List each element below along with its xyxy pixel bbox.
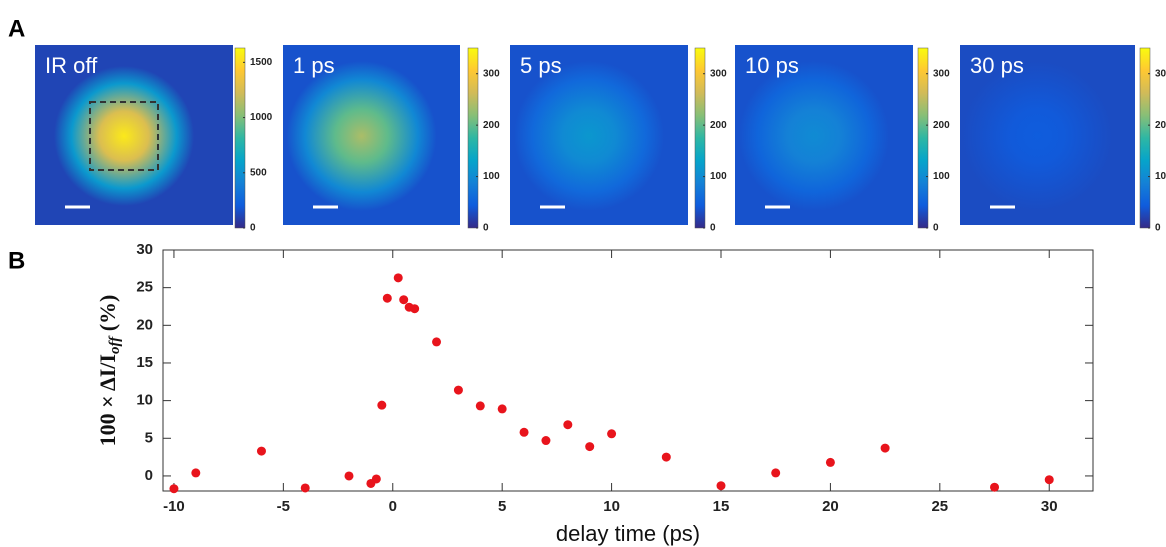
data-point: [661, 452, 671, 462]
colorbar: [917, 47, 929, 229]
x-tick-label: 25: [931, 498, 948, 515]
y-tick-label: 10: [136, 392, 153, 409]
colorbar: [467, 47, 479, 229]
y-axis-label-part: 100 × ΔI/I: [95, 354, 120, 446]
data-point: [519, 427, 529, 437]
y-tick-label: 15: [136, 354, 153, 371]
colorbar-tick-label: 0: [250, 223, 256, 234]
x-tick-label: 15: [713, 498, 730, 515]
y-tick-label: 0: [145, 467, 153, 484]
roi-box: [89, 101, 159, 171]
heatmap-spot: [962, 61, 1113, 211]
data-point: [256, 446, 266, 456]
image-title: 10 ps: [745, 53, 799, 78]
image-title: 30 ps: [970, 53, 1024, 78]
data-point: [497, 404, 507, 414]
heatmap-spot: [514, 61, 664, 211]
y-tick-label: 25: [136, 279, 153, 296]
data-point: [377, 400, 387, 410]
panel-label: B: [8, 247, 25, 274]
colorbar: [1139, 47, 1151, 229]
colorbar-tick-label: 200: [483, 120, 500, 131]
x-tick-label: -5: [277, 498, 290, 515]
colorbar-tick-label: 1500: [250, 57, 273, 68]
colorbar-tick-label: 100: [933, 171, 950, 182]
y-tick-label: 30: [136, 241, 153, 258]
data-point: [475, 401, 485, 411]
data-point: [399, 295, 409, 305]
x-tick-label: 0: [389, 498, 397, 515]
x-axis-label: delay time (ps): [556, 521, 700, 546]
colorbar-tick-label: 1000: [250, 112, 273, 123]
data-point: [393, 273, 403, 283]
colorbar-tick-label: 0: [710, 223, 716, 234]
y-tick-label: 20: [136, 316, 153, 333]
data-point: [169, 484, 179, 494]
x-tick-label: 10: [603, 498, 620, 515]
y-axis-label: 100 × ΔI/Ioff (%): [95, 295, 123, 447]
data-point: [541, 436, 551, 446]
data-point: [563, 420, 573, 430]
colorbar: [234, 47, 246, 229]
image-title: 1 ps: [293, 53, 335, 78]
y-tick-label: 5: [145, 429, 153, 446]
colorbar-tick-label: 500: [250, 167, 267, 178]
data-point: [410, 304, 420, 314]
heatmap-spot: [286, 61, 437, 211]
colorbar-tick-label: 0: [933, 223, 939, 234]
data-point: [344, 471, 354, 481]
data-point: [880, 443, 890, 453]
data-point: [716, 481, 726, 491]
x-tick-label: 5: [498, 498, 506, 515]
data-point: [300, 483, 310, 493]
colorbar: [694, 47, 706, 229]
colorbar-tick-label: 0: [1155, 223, 1161, 234]
data-point: [771, 468, 781, 478]
colorbar-tick-label: 300: [710, 68, 727, 79]
data-point: [990, 482, 1000, 492]
y-axis-label-part: (%): [95, 295, 120, 337]
data-point: [382, 293, 392, 303]
data-point: [191, 468, 201, 478]
image-title: 5 ps: [520, 53, 562, 78]
colorbar-tick-label: 200: [933, 120, 950, 131]
colorbar-tick-label: 200: [1155, 120, 1166, 131]
heatmap-spot: [54, 66, 194, 206]
colorbar-tick-label: 300: [933, 68, 950, 79]
data-point: [432, 337, 442, 347]
colorbar-tick-label: 100: [1155, 171, 1166, 182]
colorbar-tick-label: 300: [483, 68, 500, 79]
data-point: [371, 474, 381, 484]
colorbar-tick-label: 100: [710, 171, 727, 182]
x-tick-label: 20: [822, 498, 839, 515]
colorbar-tick-label: 100: [483, 171, 500, 182]
image-title: IR off: [45, 53, 98, 78]
colorbar-tick-label: 300: [1155, 68, 1166, 79]
data-point: [825, 457, 835, 467]
heatmap-spot: [739, 61, 889, 211]
y-axis-label-part: off: [107, 335, 123, 354]
x-tick-label: 30: [1041, 498, 1058, 515]
panel-label: A: [8, 15, 25, 42]
colorbar-tick-label: 0: [483, 223, 489, 234]
x-tick-label: -10: [163, 498, 185, 515]
data-point: [1044, 475, 1054, 485]
colorbar-tick-label: 200: [710, 120, 727, 131]
axes-frame: [162, 249, 1094, 492]
data-point: [453, 385, 463, 395]
data-point: [607, 429, 617, 439]
data-point: [585, 442, 595, 452]
